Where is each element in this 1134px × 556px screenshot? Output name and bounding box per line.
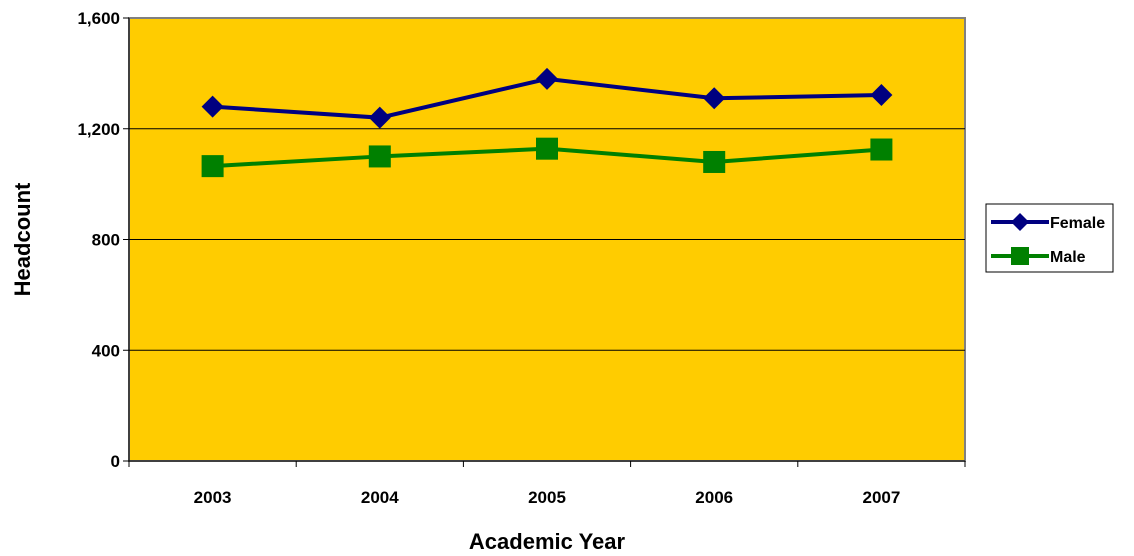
data-point xyxy=(703,87,726,110)
x-tick-label: 2006 xyxy=(695,488,733,507)
y-axis-ticks: 0 400 800 1,200 1,600 xyxy=(77,9,129,471)
y-tick-label: 1,200 xyxy=(77,120,120,139)
series-group xyxy=(201,67,893,178)
legend-marker xyxy=(1011,247,1029,265)
legend-box xyxy=(985,203,1114,273)
legend-label: Male xyxy=(1050,249,1086,266)
series-male xyxy=(201,137,893,178)
data-point xyxy=(536,137,558,160)
data-point xyxy=(870,138,893,161)
gridlines xyxy=(129,128,965,351)
legend-item-female: Female xyxy=(991,213,1105,232)
y-tick-label: 1,600 xyxy=(77,9,120,28)
legend: Female Male xyxy=(985,203,1114,273)
x-axis-ticks: 2003 2004 2005 2006 2007 xyxy=(128,461,966,507)
x-axis-title: Academic Year xyxy=(469,529,626,554)
data-point xyxy=(703,150,726,173)
data-point xyxy=(201,155,224,178)
data-point xyxy=(368,145,391,168)
data-point xyxy=(870,83,893,106)
data-point xyxy=(368,106,391,129)
data-point xyxy=(536,67,558,90)
y-tick-label: 800 xyxy=(92,231,120,250)
legend-label: Female xyxy=(1050,215,1105,232)
x-tick-label: 2004 xyxy=(361,488,399,507)
series-female xyxy=(201,67,893,129)
x-tick-label: 2003 xyxy=(194,488,232,507)
legend-marker xyxy=(1011,213,1029,231)
y-axis-title: Headcount xyxy=(10,182,35,296)
legend-item-male: Male xyxy=(991,247,1086,266)
x-tick-label: 2007 xyxy=(862,488,900,507)
x-tick-label: 2005 xyxy=(528,488,566,507)
y-tick-label: 0 xyxy=(111,452,120,471)
y-tick-label: 400 xyxy=(92,341,120,360)
data-point xyxy=(201,95,224,118)
